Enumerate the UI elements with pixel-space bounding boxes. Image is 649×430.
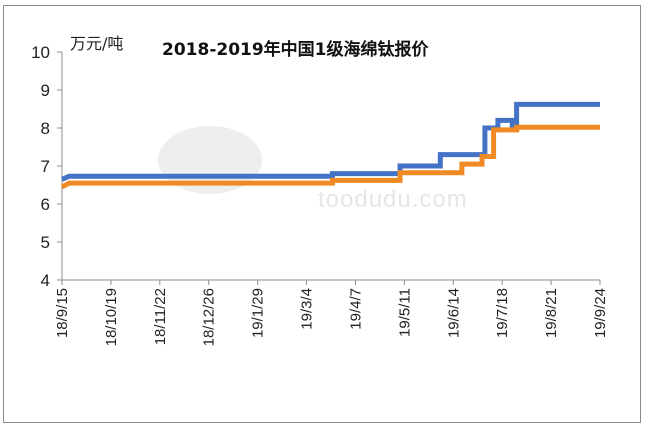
y-unit-label: 万元/吨 — [70, 34, 123, 53]
x-tick-label: 18/12/26 — [201, 288, 218, 346]
x-tick-label: 19/5/11 — [396, 288, 413, 337]
watermark-text: toodudu.com — [318, 186, 468, 213]
x-tick-label: 19/6/14 — [445, 288, 462, 338]
x-tick-label: 19/3/4 — [299, 288, 316, 330]
x-tick-label: 18/10/19 — [103, 288, 120, 346]
x-tick-label: 19/7/18 — [494, 288, 511, 338]
y-tick-label: 8 — [41, 119, 50, 138]
chart-frame — [3, 5, 641, 423]
x-tick-label: 19/8/21 — [543, 288, 560, 338]
watermark: toodudu.com — [158, 126, 468, 213]
x-tick-label: 19/9/24 — [592, 288, 609, 338]
series-line-2 — [60, 124, 600, 190]
y-tick-label: 6 — [41, 195, 50, 214]
x-tick-label: 18/11/22 — [152, 288, 169, 345]
y-tick-label: 5 — [41, 233, 50, 252]
y-tick-label: 10 — [31, 43, 50, 62]
x-tick-label: 19/4/7 — [347, 288, 364, 330]
y-tick-label: 7 — [41, 157, 50, 176]
y-tick-label: 9 — [41, 81, 50, 100]
series-line-1 — [61, 101, 600, 182]
x-tick-label: 18/9/15 — [54, 288, 71, 338]
x-tick-label: 19/1/29 — [250, 288, 267, 338]
chart-title: 2018-2019年中国1级海绵钛报价 — [162, 39, 430, 60]
y-tick-label: 4 — [41, 271, 50, 290]
